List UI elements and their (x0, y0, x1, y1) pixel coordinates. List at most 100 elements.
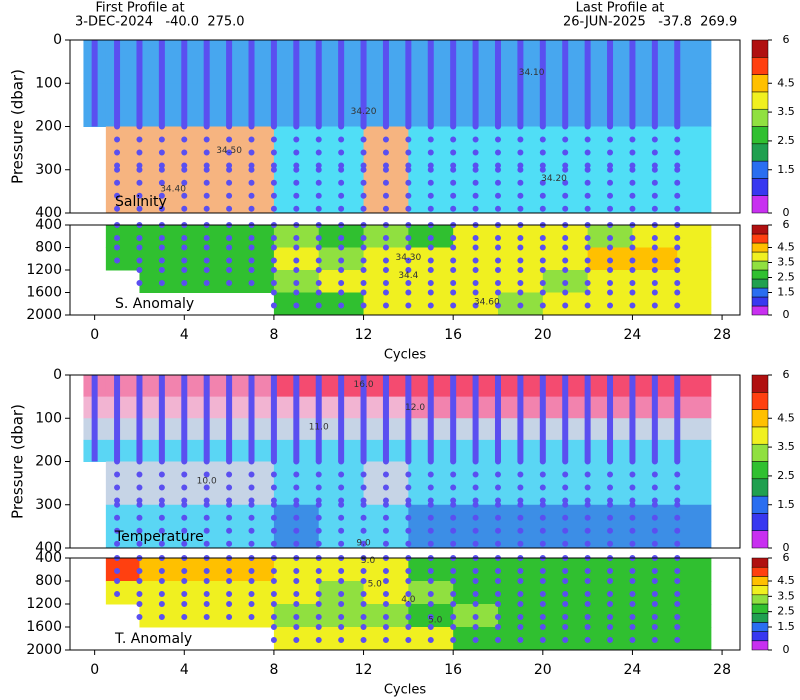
colorbar-segment (751, 108, 769, 127)
contour-label: 5.0 (368, 579, 383, 589)
y-tick-label: 0 (53, 367, 62, 383)
last-profile-info: 26-JUN-2025 -37.8 269.9 (563, 15, 737, 30)
y-tick-label: 0 (53, 32, 62, 48)
colorbar-tick-label: 3.5 (777, 105, 795, 118)
contour-label: 4.0 (401, 595, 416, 605)
colorbar-segment (751, 74, 769, 93)
colorbar-tick-label: 6 (783, 33, 790, 46)
colorbar-tick-label: 4.5 (777, 76, 795, 89)
x-tick-label: 12 (355, 327, 373, 343)
colorbar-tick-label: 0 (783, 541, 790, 554)
colorbar-segment (751, 622, 769, 632)
colorbar-tick-label: 1.5 (777, 498, 795, 511)
first-profile-label: First Profile at (95, 1, 184, 16)
colorbar-tick-label: 3.5 (777, 440, 795, 453)
field-cell (105, 40, 140, 84)
y-tick-label: 800 (35, 573, 62, 589)
colorbar-tick-label: 2.5 (777, 605, 795, 618)
field-cell (677, 461, 712, 506)
colorbar-segment (751, 195, 769, 214)
field-cell (105, 558, 140, 582)
field-cell (677, 604, 712, 628)
y-axis-label: Pressure (dbar) (9, 69, 27, 184)
colorbar-segment (751, 269, 769, 280)
colorbar-segment (751, 426, 769, 445)
colorbar-segment (751, 478, 769, 497)
y-tick-label: 400 (35, 540, 62, 556)
panel-label: Salinity (115, 194, 167, 210)
contour-label: 34.30 (395, 253, 421, 263)
colorbar-tick-label: 6 (783, 218, 790, 231)
y-tick-label: 200 (35, 119, 62, 135)
field-cell (105, 247, 140, 271)
colorbar-tick-label: 3.5 (777, 256, 795, 269)
colorbar-tick-label: 2.5 (777, 134, 795, 147)
colorbar-segment (751, 126, 769, 145)
field-cell (105, 581, 140, 605)
field-cell (105, 83, 140, 127)
colorbar-tick-label: 6 (783, 368, 790, 381)
field-cell (677, 627, 712, 651)
field-cell (105, 225, 140, 248)
y-tick-label: 300 (35, 497, 62, 513)
y-axis-label: Pressure (dbar) (9, 404, 27, 519)
x-tick-label: 20 (534, 327, 552, 343)
colorbar-segment (751, 631, 769, 642)
colorbar-tick-label: 0 (783, 308, 790, 321)
x-tick-label: 16 (444, 327, 462, 343)
colorbar-segment (751, 576, 769, 586)
y-tick-label: 1200 (26, 596, 62, 612)
field-cell (105, 418, 140, 441)
colorbar-segment (751, 612, 769, 623)
field-cell (105, 504, 140, 549)
colorbar-segment (751, 39, 769, 58)
field-cell (677, 504, 712, 549)
contour-label: 16.0 (354, 380, 374, 390)
y-tick-label: 1600 (26, 285, 62, 301)
y-tick-label: 1200 (26, 262, 62, 278)
colorbar-tick-label: 4.5 (777, 574, 795, 587)
y-tick-label: 400 (35, 217, 62, 233)
y-tick-label: 100 (35, 410, 62, 426)
colorbar-tick-label: 4.5 (777, 241, 795, 254)
x-tick-label: 8 (269, 662, 278, 678)
field-cell (677, 225, 712, 248)
field-cell (105, 396, 140, 419)
field-cell (677, 375, 712, 398)
field-cell (677, 126, 712, 171)
field-cell (105, 126, 140, 171)
field-cell (677, 581, 712, 605)
colorbar-segment (751, 233, 769, 244)
y-tick-label: 400 (35, 205, 62, 221)
y-tick-label: 2000 (26, 307, 62, 323)
colorbar-segment (751, 530, 769, 549)
field-cell (677, 169, 712, 214)
y-tick-label: 1600 (26, 619, 62, 635)
colorbar-segment (751, 585, 769, 596)
colorbar-tick-label: 1.5 (777, 163, 795, 176)
x-axis-label: Cycles (384, 348, 427, 363)
x-tick-label: 8 (269, 327, 278, 343)
colorbar-segment (751, 443, 769, 462)
field-cell (677, 418, 712, 441)
x-tick-label: 0 (90, 327, 99, 343)
x-tick-label: 24 (624, 662, 642, 678)
colorbar-segment (751, 143, 769, 162)
contour-label: 34.20 (351, 107, 377, 117)
colorbar-segment (751, 603, 769, 614)
colorbar-tick-label: 4.5 (777, 411, 795, 424)
field-cell (677, 396, 712, 419)
colorbar-tick-label: 2.5 (777, 469, 795, 482)
colorbar-segment (751, 557, 769, 568)
colorbar-tick-label: 6 (783, 551, 790, 564)
contour-label: 12.0 (405, 403, 425, 413)
panel-label: S. Anomaly (115, 296, 194, 312)
contour-label: 34.60 (474, 298, 500, 308)
colorbar-segment (751, 374, 769, 393)
colorbar-segment (751, 178, 769, 196)
colorbar-segment (751, 251, 769, 262)
x-tick-label: 0 (90, 662, 99, 678)
field-cell (105, 439, 140, 462)
x-tick-label: 4 (180, 662, 189, 678)
